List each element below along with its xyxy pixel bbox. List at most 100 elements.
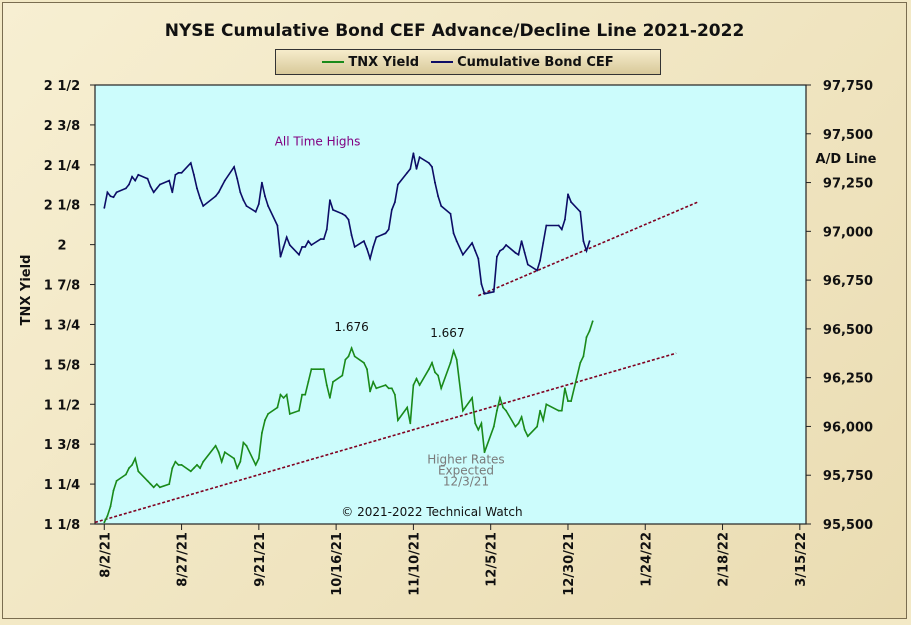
data-point <box>257 203 260 205</box>
data-point <box>137 173 140 176</box>
data-point <box>567 400 569 402</box>
data-point <box>245 444 248 447</box>
data-point <box>455 240 458 243</box>
data-point <box>310 368 313 371</box>
data-point <box>372 381 375 383</box>
data-point <box>397 183 399 186</box>
data-point <box>134 457 137 460</box>
data-point <box>103 207 106 209</box>
data-point <box>350 347 353 349</box>
data-point <box>155 187 158 190</box>
legend-label-cef: Cumulative Bond CEF <box>457 54 614 70</box>
right-tick-label: 95,750 <box>823 469 873 484</box>
right-tick-label: 97,000 <box>823 225 873 240</box>
data-point <box>112 196 115 199</box>
data-point <box>242 441 245 444</box>
data-point <box>347 355 350 358</box>
data-point <box>570 201 572 204</box>
data-point <box>492 290 495 293</box>
data-point <box>483 451 486 454</box>
right-tick-label: 97,750 <box>823 79 873 94</box>
data-point <box>159 183 161 186</box>
x-tick-label: 11/10/21 <box>407 532 422 596</box>
data-point <box>452 350 455 352</box>
data-point <box>369 390 371 393</box>
chart-title: NYSE Cumulative Bond CEF Advance/Decline… <box>164 21 745 41</box>
x-tick-label: 8/27/21 <box>176 532 191 587</box>
data-point <box>387 228 390 231</box>
x-tick-label: 2/18/22 <box>717 532 732 587</box>
data-point <box>449 212 452 215</box>
data-point <box>384 384 387 386</box>
data-point <box>387 387 390 390</box>
data-point <box>588 329 591 332</box>
data-point <box>137 470 140 473</box>
data-point <box>415 377 418 380</box>
data-point <box>394 201 396 204</box>
right-tick-label: 97,250 <box>823 177 873 192</box>
data-point <box>499 249 501 252</box>
data-point <box>332 209 334 211</box>
data-point <box>168 179 171 182</box>
data-point <box>301 246 303 248</box>
data-point <box>189 162 192 164</box>
data-point <box>298 253 300 256</box>
data-point <box>199 197 202 200</box>
data-point <box>372 246 375 248</box>
data-point <box>418 156 421 159</box>
legend-swatch-cef <box>431 61 454 63</box>
data-point <box>322 368 325 371</box>
left-tick-label: 1 1/2 <box>44 398 80 413</box>
right-tick-label: 96,750 <box>823 274 873 289</box>
data-point <box>325 384 328 386</box>
data-point <box>109 505 112 508</box>
data-point <box>319 368 322 371</box>
data-point <box>254 210 257 213</box>
data-point <box>526 435 529 438</box>
data-point <box>585 249 588 252</box>
data-point <box>276 406 279 409</box>
data-point <box>564 218 566 221</box>
left-tick-label: 1 7/8 <box>44 279 80 294</box>
data-point <box>390 209 393 211</box>
data-point <box>193 173 195 176</box>
x-tick-label: 1/24/22 <box>639 532 654 587</box>
data-point <box>455 358 458 361</box>
data-point <box>344 214 347 217</box>
data-point <box>196 464 198 466</box>
data-point <box>353 355 356 358</box>
data-point <box>585 336 588 339</box>
data-point <box>449 361 452 364</box>
data-point <box>239 191 242 194</box>
data-point <box>223 451 226 454</box>
data-point <box>193 467 195 469</box>
data-point <box>492 425 495 428</box>
data-point <box>264 419 266 422</box>
data-point <box>588 240 591 243</box>
data-point <box>406 171 409 174</box>
data-point <box>214 195 217 198</box>
data-point <box>474 422 477 425</box>
data-point <box>474 249 477 252</box>
data-point <box>514 251 517 254</box>
data-point <box>428 162 430 164</box>
data-point <box>480 422 483 425</box>
left-tick-label: 1 3/8 <box>44 438 80 453</box>
data-point <box>591 320 594 323</box>
data-point <box>261 432 263 434</box>
x-tick-label: 12/5/21 <box>485 532 500 587</box>
data-point <box>412 384 415 386</box>
data-point <box>267 413 269 415</box>
data-point <box>471 397 473 399</box>
data-point <box>409 168 412 170</box>
data-point <box>545 224 548 227</box>
data-point <box>261 181 263 184</box>
data-point <box>428 368 430 371</box>
data-point <box>353 246 356 248</box>
data-point <box>322 238 325 241</box>
data-point <box>236 177 239 180</box>
data-point <box>480 283 483 285</box>
data-point <box>171 467 174 469</box>
right-axis-label: A/D Line <box>816 152 877 167</box>
data-point <box>214 444 217 447</box>
